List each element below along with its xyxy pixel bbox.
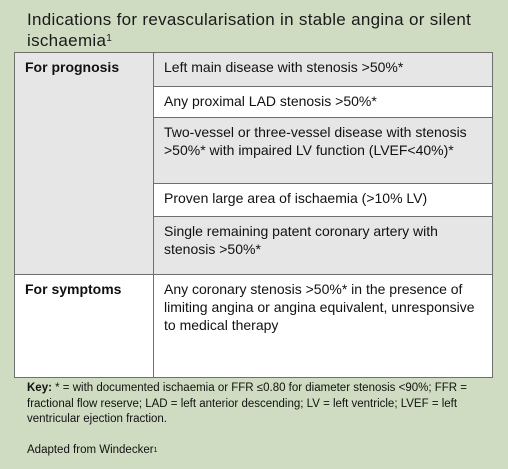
indication-left-main: Left main disease with stenosis >50%* [154, 53, 492, 87]
source-text: Adapted from Windecker [27, 444, 154, 456]
column-divider [153, 53, 154, 377]
key-text: * = with documented ischaemia or FFR ≤0.… [27, 382, 467, 425]
indication-single-artery: Single remaining patent coronary artery … [154, 217, 492, 275]
indication-multivessel: Two-vessel or three-vessel disease with … [154, 118, 492, 184]
title-text: Indications for revascularisation in sta… [27, 10, 472, 50]
indication-symptoms: Any coronary stenosis >50%* in the prese… [154, 275, 492, 377]
panel-title: Indications for revascularisation in sta… [27, 9, 502, 51]
indications-table: For prognosis For symptoms Left main dis… [14, 52, 493, 378]
source-note: Adapted from Windecker1 [27, 443, 157, 458]
category-symptoms: For symptoms [15, 275, 154, 377]
source-reference: 1 [153, 447, 158, 454]
title-reference: 1 [106, 33, 113, 44]
indication-proximal-lad: Any proximal LAD stenosis >50%* [154, 87, 492, 118]
indication-ischaemia-area: Proven large area of ischaemia (>10% LV) [154, 184, 492, 217]
category-prognosis: For prognosis [15, 53, 154, 275]
key-label: Key: [27, 382, 52, 394]
table-key: Key: * = with documented ischaemia or FF… [27, 381, 497, 428]
